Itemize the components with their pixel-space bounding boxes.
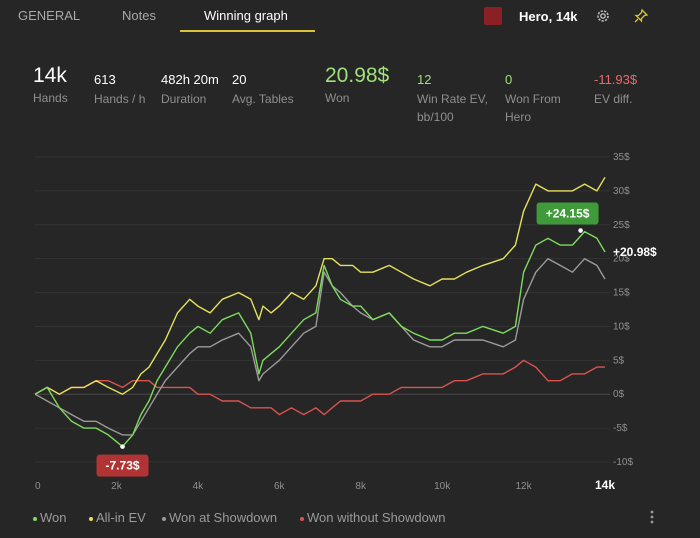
legend-dot	[89, 516, 93, 521]
y-tick-label: 30$	[613, 186, 630, 197]
x-tick-label: 14k	[595, 478, 615, 492]
tab-general[interactable]: GENERAL	[18, 8, 81, 23]
x-tick-label: 12k	[516, 481, 533, 492]
pin-icon[interactable]	[633, 8, 649, 24]
annotation-max-label: +24.15$	[546, 207, 590, 221]
annotation-min-label: -7.73$	[106, 459, 140, 473]
y-tick-label: 25$	[613, 220, 630, 231]
annotation-dot	[578, 228, 583, 233]
stat-label: Hands / h	[94, 92, 146, 106]
stat-label: Avg. Tables	[232, 92, 294, 106]
x-tick-label: 8k	[355, 481, 367, 492]
top-bar: GENERAL Notes Winning graph Hero, 14k	[0, 0, 700, 34]
stat-value: 613	[94, 72, 116, 87]
stat-label: Hands	[33, 91, 68, 105]
y-tick-label: 0$	[613, 389, 625, 400]
y-tick-label: 35$	[613, 152, 630, 163]
stat-value: 20	[232, 72, 247, 87]
more-vertical-icon[interactable]	[648, 508, 656, 526]
legend-item-won[interactable]: Won	[33, 510, 67, 525]
stat-value: 482h 20m	[161, 72, 219, 87]
annotation-final-label: +20.98$	[613, 245, 657, 259]
annotation-badge	[96, 454, 149, 477]
series-line-all-in-ev	[34, 176, 606, 395]
legend-label: All-in EV	[96, 510, 146, 525]
annotation-badge	[536, 202, 599, 225]
tab-winning-graph[interactable]: Winning graph	[204, 8, 288, 23]
stat-label: EV diff.	[594, 92, 633, 106]
x-tick-label: 10k	[434, 481, 451, 492]
y-tick-label: 20$	[613, 254, 630, 265]
gear-icon[interactable]	[595, 8, 611, 24]
active-tab-indicator	[180, 30, 315, 32]
x-tick-label: 0	[35, 481, 41, 492]
y-tick-label: -10$	[613, 457, 633, 468]
y-tick-label: 10$	[613, 321, 630, 332]
stat-duration: 482h 20m Duration	[161, 72, 219, 108]
y-tick-label: -5$	[613, 423, 628, 434]
tab-notes[interactable]: Notes	[122, 8, 156, 23]
hero-color-swatch[interactable]	[484, 7, 502, 25]
stat-won-from-hero: 0 Won From Hero	[505, 72, 580, 126]
stat-hands: 14k Hands	[33, 64, 68, 107]
x-tick-label: 2k	[111, 481, 123, 492]
stat-value: 12	[417, 72, 432, 87]
legend-item-all-in-ev[interactable]: All-in EV	[89, 510, 146, 525]
stat-hands-per-hour: 613 Hands / h	[94, 72, 145, 108]
x-tick-label: 4k	[193, 481, 205, 492]
legend-label: Won without Showdown	[307, 510, 446, 525]
stats-summary: 14k Hands 613 Hands / h 482h 20m Duratio…	[0, 60, 700, 130]
winning-graph-chart[interactable]: 35$ 30$ 25$ 20$ 15$ 10$ 5$ 0$ -5$ -10$ 0 2k 4k 6k 8k 10…	[0, 140, 700, 500]
stat-value: 0	[505, 72, 513, 87]
legend-label: Won at Showdown	[169, 510, 278, 525]
legend-label: Won	[40, 510, 67, 525]
stat-label: Win Rate EV, bb/100	[417, 92, 488, 124]
stat-label: Duration	[161, 92, 207, 106]
legend-dot	[300, 516, 304, 521]
stat-value: 20.98$	[325, 64, 390, 87]
hero-player-label[interactable]: Hero, 14k	[519, 9, 578, 24]
x-tick-label: 6k	[274, 481, 286, 492]
series-line-won-without-showdown	[34, 359, 605, 416]
y-tick-label: 15$	[613, 288, 630, 299]
y-tick-label: 5$	[613, 355, 625, 366]
legend-item-won-without-showdown[interactable]: Won without Showdown	[300, 510, 446, 525]
stat-label: Won	[325, 91, 350, 105]
stat-value: 14k	[33, 64, 67, 87]
stat-win-rate-ev: 12 Win Rate EV, bb/100	[417, 72, 502, 126]
legend-dot	[33, 516, 37, 521]
stat-label: Won From Hero	[505, 92, 561, 124]
stat-won: 20.98$ Won	[325, 64, 389, 107]
legend-item-won-at-showdown[interactable]: Won at Showdown	[162, 510, 277, 525]
annotation-dot	[120, 444, 125, 449]
series-line-won-at-showdown	[34, 258, 606, 436]
series-line-won	[34, 230, 606, 448]
legend-dot	[162, 516, 166, 521]
stat-avg-tables: 20 Avg. Tables	[232, 72, 294, 108]
stat-value: -11.93$	[594, 72, 638, 87]
stat-ev-diff: -11.93$ EV diff.	[594, 72, 637, 108]
chart-legend: Won All-in EV Won at Showdown Won withou…	[0, 505, 700, 531]
